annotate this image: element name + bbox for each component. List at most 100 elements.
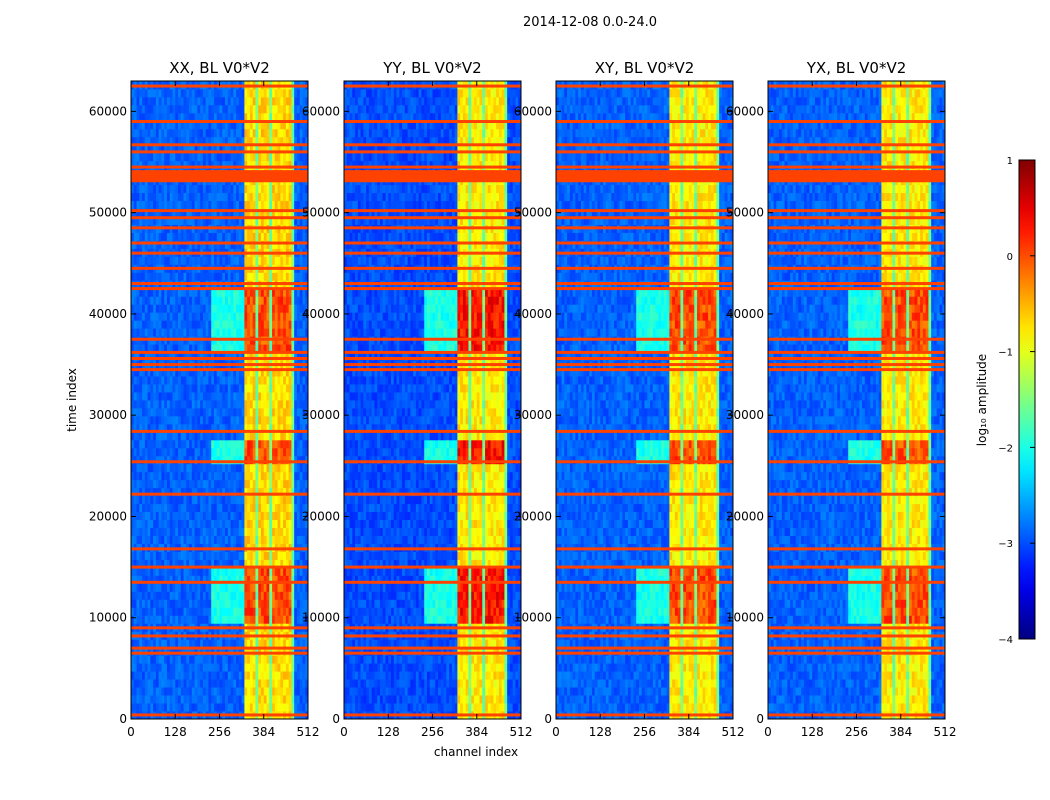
- y-tick-label: 60000: [302, 104, 340, 118]
- flagged-row: [556, 241, 733, 245]
- flagged-row: [344, 429, 521, 433]
- flagged-row: [556, 350, 733, 354]
- flagged-row: [768, 634, 945, 638]
- x-tick-label: 512: [722, 725, 745, 739]
- y-tick-label: 20000: [302, 509, 340, 523]
- x-axis-label: channel index: [434, 745, 518, 759]
- x-tick-label: 0: [340, 725, 348, 739]
- y-tick-label: 40000: [302, 307, 340, 321]
- panel-yy: YY, BL V0*V2 0 128 256 384 512 0 10000 20000 3000…: [302, 59, 533, 739]
- flagged-row: [131, 460, 308, 464]
- y-tick-label: 10000: [302, 611, 340, 625]
- colorbar-tick-label: −2: [998, 443, 1013, 454]
- flagged-band: [556, 170, 733, 183]
- flagged-row: [556, 626, 733, 630]
- flagged-row: [131, 241, 308, 245]
- flagged-row: [556, 492, 733, 496]
- x-tick-label: 0: [764, 725, 772, 739]
- flagged-row: [556, 282, 733, 286]
- flagged-band: [768, 170, 945, 183]
- flagged-row: [131, 266, 308, 270]
- flagged-row: [768, 150, 945, 154]
- y-tick-label: 0: [119, 712, 127, 726]
- flagged-row: [768, 266, 945, 270]
- flagged-row: [768, 84, 945, 88]
- x-tick-label: 512: [510, 725, 533, 739]
- flagged-row: [768, 226, 945, 230]
- flagged-row: [131, 565, 308, 569]
- colorbar-tick-label: −3: [998, 539, 1013, 550]
- flagged-row: [556, 120, 733, 124]
- x-tick-label: 256: [421, 725, 444, 739]
- flagged-row: [344, 266, 521, 270]
- x-tick-label: 0: [127, 725, 135, 739]
- x-tick-label: 384: [252, 725, 275, 739]
- flagged-row: [768, 429, 945, 433]
- flagged-row: [556, 337, 733, 341]
- colorbar: 1 0 −1 −2 −3 −4: [998, 156, 1036, 646]
- flagged-row: [131, 368, 308, 372]
- colorbar-tick-label: 1: [1007, 156, 1013, 167]
- flagged-row: [131, 634, 308, 638]
- flagged-row: [344, 356, 521, 360]
- flagged-row: [131, 429, 308, 433]
- flagged-row: [556, 565, 733, 569]
- y-tick-label: 20000: [514, 509, 552, 523]
- flagged-row: [556, 547, 733, 551]
- flagged-row: [768, 492, 945, 496]
- flagged-row: [131, 209, 308, 213]
- flagged-row: [768, 350, 945, 354]
- x-tick-label: 384: [889, 725, 912, 739]
- y-tick-label: 60000: [726, 104, 764, 118]
- flagged-row: [131, 84, 308, 88]
- flagged-row: [768, 165, 945, 169]
- flagged-row: [556, 363, 733, 367]
- flagged-rows: [344, 84, 521, 717]
- flagged-row: [344, 646, 521, 650]
- flagged-row: [768, 626, 945, 630]
- flagged-row: [344, 460, 521, 464]
- flagged-row: [768, 216, 945, 220]
- y-tick-label: 0: [332, 712, 340, 726]
- flagged-row: [556, 143, 733, 147]
- flagged-row: [131, 492, 308, 496]
- flagged-row: [768, 651, 945, 655]
- flagged-row: [131, 337, 308, 341]
- flagged-row: [344, 282, 521, 286]
- flagged-row: [768, 547, 945, 551]
- flagged-row: [344, 84, 521, 88]
- y-tick-label: 0: [756, 712, 764, 726]
- y-tick-label: 20000: [726, 509, 764, 523]
- x-tick-label: 128: [801, 725, 824, 739]
- flagged-row: [344, 565, 521, 569]
- flagged-row: [556, 165, 733, 169]
- y-tick-label: 30000: [514, 408, 552, 422]
- flagged-row: [344, 209, 521, 213]
- y-tick-label: 60000: [89, 104, 127, 118]
- flagged-row: [768, 565, 945, 569]
- flagged-band: [344, 170, 521, 183]
- flagged-row: [131, 143, 308, 147]
- flagged-row: [131, 150, 308, 154]
- flagged-row: [344, 150, 521, 154]
- flagged-row: [344, 547, 521, 551]
- flagged-row: [556, 368, 733, 372]
- flagged-row: [556, 646, 733, 650]
- x-tick-label: 128: [589, 725, 612, 739]
- flagged-row: [556, 216, 733, 220]
- flagged-row: [556, 651, 733, 655]
- flagged-row: [768, 646, 945, 650]
- x-tick-label: 128: [377, 725, 400, 739]
- flagged-row: [768, 460, 945, 464]
- x-tick-label: 384: [465, 725, 488, 739]
- flagged-row: [344, 492, 521, 496]
- flagged-row: [131, 651, 308, 655]
- y-tick-label: 30000: [302, 408, 340, 422]
- y-tick-label: 0: [544, 712, 552, 726]
- flagged-row: [344, 120, 521, 124]
- y-tick-label: 10000: [89, 611, 127, 625]
- flagged-row: [344, 165, 521, 169]
- flagged-row: [344, 226, 521, 230]
- flagged-row: [768, 241, 945, 245]
